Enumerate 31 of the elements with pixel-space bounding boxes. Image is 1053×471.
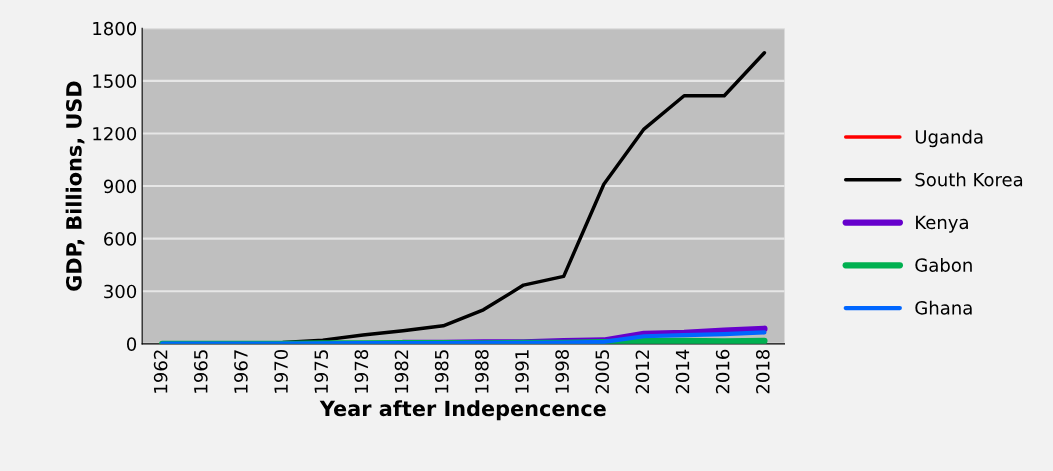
line-series <box>160 330 767 344</box>
y-tick-label: 1500 <box>93 74 137 88</box>
legend-label: Kenya <box>916 215 968 233</box>
x-tick-label: 1985 <box>434 350 449 393</box>
y-tick-label: 1800 <box>93 21 137 36</box>
x-tick-label: 1967 <box>234 350 248 393</box>
y-tick-label: 300 <box>104 284 137 299</box>
legend-label: Uganda <box>915 129 983 148</box>
x-tick-label: 1975 <box>314 350 329 393</box>
x-tick-label: 1998 <box>555 349 569 393</box>
x-tick-label: 1970 <box>274 349 288 393</box>
x-axis-title: Year after Indepencence <box>319 400 606 421</box>
legend-label: Gabon <box>915 257 972 272</box>
y-tick-label: 1200 <box>93 126 137 141</box>
x-tick-label: 1962 <box>153 350 168 393</box>
x-tick-label: 1965 <box>193 350 208 393</box>
x-tick-label: 2012 <box>635 350 650 394</box>
x-tick-label: 1991 <box>515 350 529 393</box>
x-tick-label: 2005 <box>595 350 610 394</box>
x-tick-label: 2016 <box>715 349 730 394</box>
legend-label: Ghana <box>915 300 972 315</box>
y-tick-label: 0 <box>127 337 137 351</box>
x-tick-label: 2018 <box>755 349 770 394</box>
x-tick-label: 1982 <box>394 350 409 393</box>
legend-label: South Korea <box>915 172 1023 187</box>
y-axis-title: GDP, Billions, USD <box>65 81 85 291</box>
y-tick-label: 900 <box>103 179 137 194</box>
x-tick-label: 1988 <box>474 349 489 393</box>
y-tick-label: 600 <box>104 232 137 246</box>
x-tick-label: 1978 <box>354 349 369 393</box>
x-tick-label: 2014 <box>675 349 690 394</box>
